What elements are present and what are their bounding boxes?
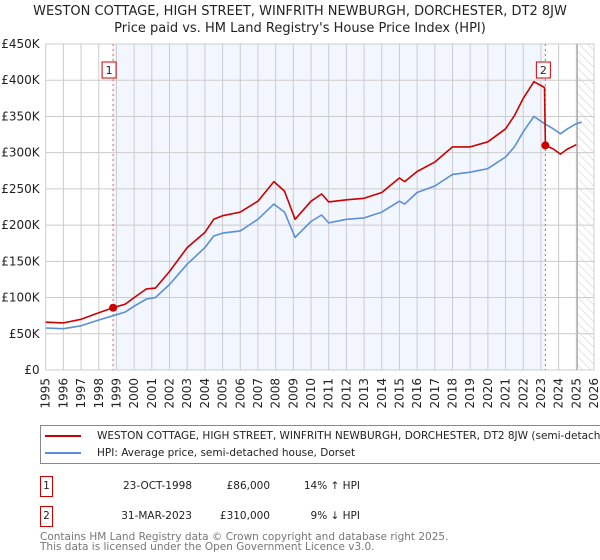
legend-swatch-property	[45, 435, 81, 437]
x-tick-label: 1995	[39, 378, 53, 409]
x-tick-label: 1998	[92, 378, 106, 409]
y-tick-label: £100K	[1, 291, 41, 305]
property-price-line	[45, 80, 577, 324]
legend-swatch-hpi	[45, 452, 81, 454]
transaction-date: 23-OCT-1998	[123, 480, 192, 492]
x-tick-label: 2014	[375, 378, 389, 409]
x-tick-label: 2003	[180, 378, 194, 409]
x-tick-label: 2016	[410, 378, 424, 409]
y-tick-label: £350K	[1, 109, 41, 123]
price-chart: 1995 1996 1997 1998 1999 2000 2001 2002 2003 2004…	[1, 37, 600, 409]
y-tick-label: £450K	[1, 37, 41, 51]
x-tick-label: 2005	[216, 378, 230, 409]
sale-label: 2	[540, 64, 547, 77]
x-tick-label: 2022	[516, 378, 530, 409]
legend-item-hpi: HPI: Average price, semi-detached house,…	[41, 445, 355, 461]
sale-label: 1	[106, 64, 113, 77]
y-tick-label: £0	[24, 363, 39, 377]
sale-label-box	[101, 61, 117, 79]
x-tick-label: 2002	[163, 378, 177, 409]
x-tick-label: 2026	[587, 378, 600, 409]
x-tick-label: 2004	[198, 378, 212, 409]
ownership-period-shading	[113, 44, 546, 370]
y-tick-label: £300K	[1, 146, 41, 160]
footer-licence: This data is licensed under the Open Gov…	[40, 541, 375, 553]
x-tick-label: 2025	[569, 378, 583, 409]
x-tick-label: 2006	[233, 378, 247, 409]
y-tick-label: £400K	[1, 73, 41, 87]
chart-subtitle: Price paid vs. HM Land Registry's House …	[114, 21, 486, 36]
x-tick-label: 2023	[534, 378, 548, 409]
x-tick-label: 2021	[499, 378, 513, 409]
transaction-price: £86,000	[226, 480, 270, 492]
sale-label-box	[535, 61, 551, 79]
x-tick-label: 2012	[339, 378, 353, 409]
x-tick-label: 1996	[56, 378, 70, 409]
x-tick-label: 1997	[74, 378, 88, 409]
transaction-row: 1 23-OCT-1998 £86,000 14% ↑ HPI	[40, 476, 440, 497]
sale-point	[541, 141, 550, 150]
sale-point	[109, 303, 118, 312]
x-tick-label: 2024	[552, 378, 566, 409]
x-tick-label: 2020	[481, 378, 495, 409]
footer-copyright: Contains HM Land Registry data © Crown c…	[40, 531, 449, 543]
x-tick-label: 2000	[127, 378, 141, 409]
y-tick-label: £50K	[9, 327, 41, 341]
x-tick-label: 2019	[463, 378, 477, 409]
x-tick-label: 2010	[304, 378, 318, 409]
x-tick-label: 2009	[286, 378, 300, 409]
y-tick-label: £200K	[1, 218, 41, 232]
transaction-price: £310,000	[219, 510, 270, 522]
x-tick-label: 2007	[251, 378, 265, 409]
chart-title: WESTON COTTAGE, HIGH STREET, WINFRITH NE…	[33, 4, 567, 19]
transaction-row: 2 31-MAR-2023 £310,000 9% ↓ HPI	[40, 506, 440, 527]
transaction-hpi-diff: 14% ↑ HPI	[303, 480, 360, 492]
transaction-hpi-diff: 9% ↓ HPI	[310, 510, 360, 522]
legend-label-hpi: HPI: Average price, semi-detached house,…	[97, 447, 356, 459]
future-hatch-region	[577, 44, 594, 370]
hpi-line	[45, 115, 582, 330]
x-tick-label: 1999	[109, 378, 123, 409]
transaction-marker: 2	[40, 506, 53, 527]
transaction-date: 31-MAR-2023	[121, 510, 192, 522]
x-tick-label: 2018	[446, 378, 460, 409]
x-tick-label: 2011	[322, 378, 336, 409]
x-tick-label: 2013	[357, 378, 371, 409]
y-tick-label: £250K	[1, 182, 41, 196]
x-tick-label: 2017	[428, 378, 442, 409]
legend-label-property: WESTON COTTAGE, HIGH STREET, WINFRITH NE…	[97, 430, 600, 442]
x-tick-label: 2008	[269, 378, 283, 409]
legend: WESTON COTTAGE, HIGH STREET, WINFRITH NE…	[40, 425, 600, 464]
y-tick-label: £150K	[1, 254, 41, 268]
transaction-marker: 1	[40, 476, 53, 497]
x-tick-label: 2001	[145, 378, 159, 409]
x-tick-label: 2015	[392, 378, 406, 409]
legend-item-property: WESTON COTTAGE, HIGH STREET, WINFRITH NE…	[41, 428, 600, 444]
